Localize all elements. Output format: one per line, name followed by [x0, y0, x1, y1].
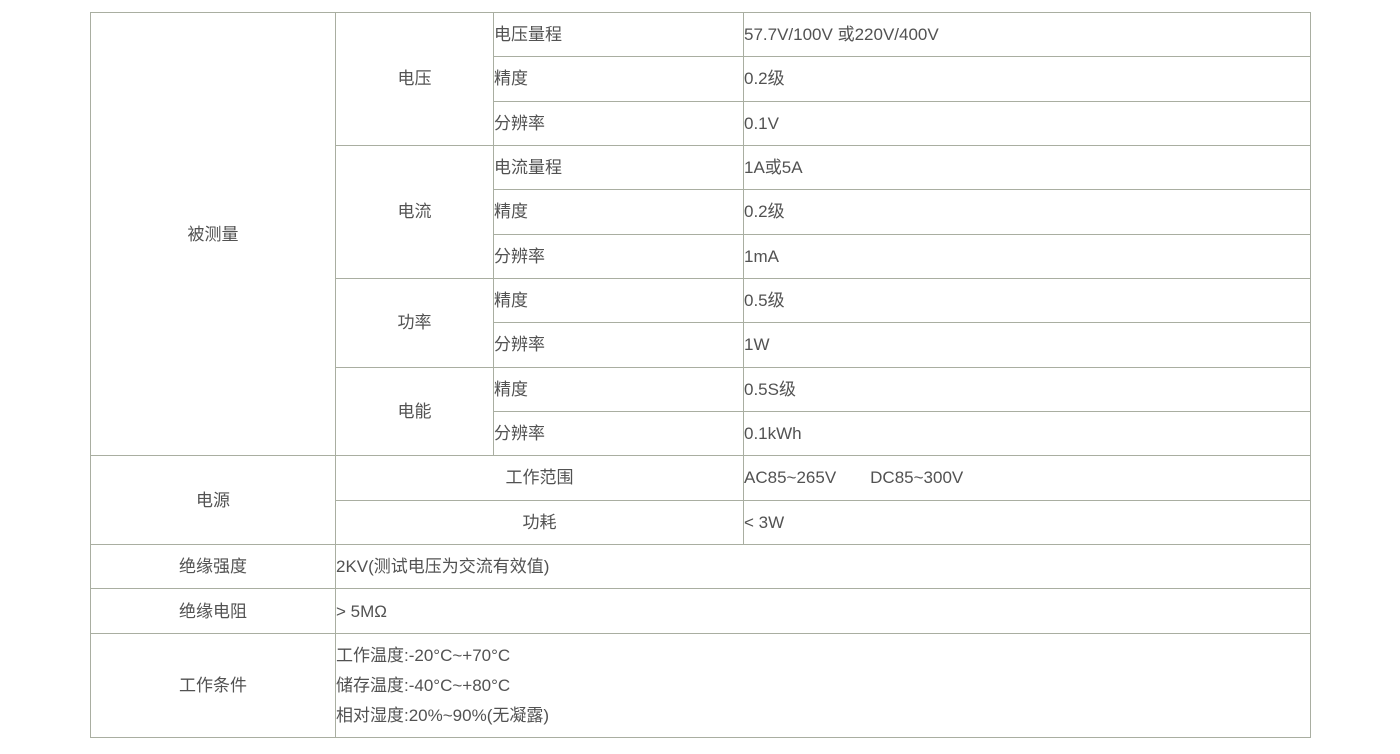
value-current-resolution: 1mA: [743, 233, 1311, 280]
row-label-working-conditions: 工作条件: [90, 633, 336, 738]
value-power-resolution: 1W: [743, 322, 1311, 368]
table-row: 分辨率 1mA: [91, 233, 1311, 280]
value-current-range: 1A或5A: [743, 145, 1311, 191]
value-power-accuracy: 0.5级: [743, 278, 1311, 324]
table-row: 功耗 < 3W: [91, 499, 1311, 546]
param-voltage-accuracy: 精度: [493, 56, 744, 102]
table-row: 功率 精度 0.5级: [91, 278, 1311, 368]
spec-table: 被测量 电压 电压量程 57.7V/100V 或220V/400V 精度 0.2…: [90, 11, 1311, 738]
table-row: 电流 电流量程 1A或5A: [91, 145, 1311, 280]
value-voltage-resolution: 0.1V: [743, 100, 1311, 147]
value-power-consumption: < 3W: [743, 499, 1311, 546]
param-current-resolution: 分辨率: [493, 233, 744, 280]
table-row: 电源 工作范围 AC85~265V DC85~300V: [90, 455, 1311, 546]
spec-sheet: 被测量 电压 电压量程 57.7V/100V 或220V/400V 精度 0.2…: [90, 11, 1311, 738]
row-label-power-supply: 电源: [90, 455, 336, 546]
table-row: 精度 0.2级: [91, 56, 1311, 102]
working-condition-humidity: 相对湿度:20%~90%(无凝露): [336, 705, 550, 725]
value-energy-resolution: 0.1kWh: [743, 411, 1311, 457]
param-power-accuracy: 精度: [493, 278, 744, 324]
value-current-accuracy: 0.2级: [743, 189, 1311, 235]
value-insulation-resistance: > 5MΩ: [335, 588, 1311, 634]
table-row: 工作条件 工作温度:-20°C~+70°C 储存温度:-40°C~+80°C 相…: [90, 633, 1311, 738]
value-operating-range: AC85~265V DC85~300V: [743, 455, 1311, 501]
param-current-range: 电流量程: [493, 145, 744, 191]
table-row: 分辨率 0.1kWh: [91, 411, 1311, 457]
value-voltage-accuracy: 0.2级: [743, 56, 1311, 102]
param-energy-resolution: 分辨率: [493, 411, 744, 457]
working-condition-temperature: 工作温度:-20°C~+70°C: [336, 645, 511, 665]
table-row: 精度 0.2级: [91, 189, 1311, 235]
row-label-measured-quantity: 被测量: [90, 11, 336, 457]
row-label-insulation-resistance: 绝缘电阻: [90, 588, 336, 634]
param-energy-accuracy: 精度: [493, 366, 744, 413]
value-voltage-range: 57.7V/100V 或220V/400V: [743, 11, 1311, 58]
table-row: 被测量 电压 电压量程 57.7V/100V 或220V/400V: [90, 11, 1311, 457]
table-row: 分辨率 1W: [91, 322, 1311, 368]
param-power-consumption: 功耗: [335, 499, 744, 546]
table-row: 绝缘强度 2KV(测试电压为交流有效值): [90, 544, 1311, 590]
table-row: 电能 精度 0.5S级: [91, 366, 1311, 457]
table-row: 绝缘电阻 > 5MΩ: [90, 588, 1311, 634]
group-label-energy: 电能: [335, 366, 494, 457]
param-power-resolution: 分辨率: [493, 322, 744, 368]
working-condition-storage-temperature: 储存温度:-40°C~+80°C: [336, 675, 511, 695]
value-energy-accuracy: 0.5S级: [743, 366, 1311, 413]
table-row: 分辨率 0.1V: [91, 100, 1311, 147]
group-label-power: 功率: [335, 278, 494, 368]
param-voltage-range: 电压量程: [493, 11, 744, 58]
param-current-accuracy: 精度: [493, 189, 744, 235]
group-label-current: 电流: [335, 145, 494, 280]
value-insulation-strength: 2KV(测试电压为交流有效值): [335, 544, 1311, 590]
value-working-conditions: 工作温度:-20°C~+70°C 储存温度:-40°C~+80°C 相对湿度:2…: [335, 633, 1311, 738]
row-label-insulation-strength: 绝缘强度: [90, 544, 336, 590]
group-label-voltage: 电压: [335, 11, 494, 147]
param-voltage-resolution: 分辨率: [493, 100, 744, 147]
param-operating-range: 工作范围: [335, 455, 744, 501]
